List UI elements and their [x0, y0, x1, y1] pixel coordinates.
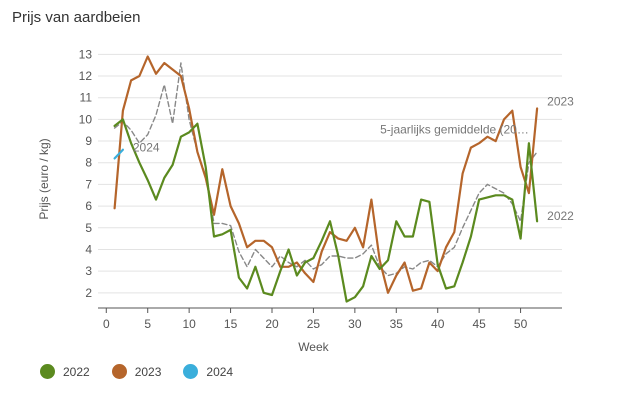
x-tick-label: 5 [144, 317, 151, 331]
y-tick-labels: 2 3 4 5 6 7 8 9 10 11 12 13 [79, 47, 93, 299]
x-tick-label: 40 [431, 317, 445, 331]
y-tick-label: 9 [85, 134, 92, 148]
series-line-2[interactable] [113, 148, 124, 160]
y-tick-label: 11 [80, 91, 93, 105]
legend-label-2023: 2023 [134, 364, 162, 379]
series-lines [113, 55, 539, 303]
x-tick-label: 30 [348, 317, 362, 331]
x-tick-label: 50 [514, 317, 528, 331]
y-tick-label: 6 [85, 199, 92, 213]
legend-dot-2022 [40, 364, 55, 379]
x-tick-label: 20 [265, 317, 279, 331]
x-tick-label: 35 [390, 317, 404, 331]
y-tick-label: 4 [85, 242, 92, 256]
y-tick-label: 7 [85, 177, 92, 191]
x-tick-label: 15 [224, 317, 238, 331]
x-tick-label: 45 [472, 317, 486, 331]
y-tick-label: 12 [79, 69, 93, 83]
annotation-5yr-average: 5-jaarlijks gemiddelde (20… [380, 122, 529, 136]
chart-title: Prijs van aardbeien [12, 9, 141, 26]
y-tick-label: 10 [79, 112, 93, 126]
legend-label-2022: 2022 [63, 364, 90, 379]
x-tick-label: 10 [182, 317, 196, 331]
y-tick-label: 8 [85, 156, 92, 170]
legend: 2022 2023 2024 [40, 364, 255, 379]
x-tick-label: 0 [103, 317, 110, 331]
legend-item-2023[interactable]: 2023 [111, 364, 162, 379]
legend-dot-2023 [111, 364, 127, 379]
legend-label-2024: 2024 [206, 364, 234, 379]
y-tick-label: 5 [85, 221, 92, 235]
legend-item-2024[interactable]: 2024 [183, 364, 233, 379]
y-axis-label: Prijs (euro / kg) [37, 138, 51, 219]
x-axis-label: Week [298, 340, 329, 354]
series-line-1[interactable] [113, 55, 539, 294]
y-tick-label: 13 [79, 47, 93, 61]
x-tick-label: 25 [307, 317, 321, 331]
legend-item-2022[interactable]: 2022 [40, 364, 90, 379]
y-tick-label: 3 [85, 264, 92, 278]
annotation-2024: 2024 [133, 141, 160, 155]
annotation-2022: 2022 [547, 209, 574, 223]
x-axis: 0 5 10 15 20 25 30 35 40 45 50 [98, 307, 562, 331]
legend-dot-2024 [183, 364, 199, 379]
y-tick-label: 2 [85, 286, 92, 300]
grid-lines [98, 53, 562, 294]
series-line-0[interactable] [113, 118, 539, 303]
annotation-2023: 2023 [547, 94, 574, 108]
